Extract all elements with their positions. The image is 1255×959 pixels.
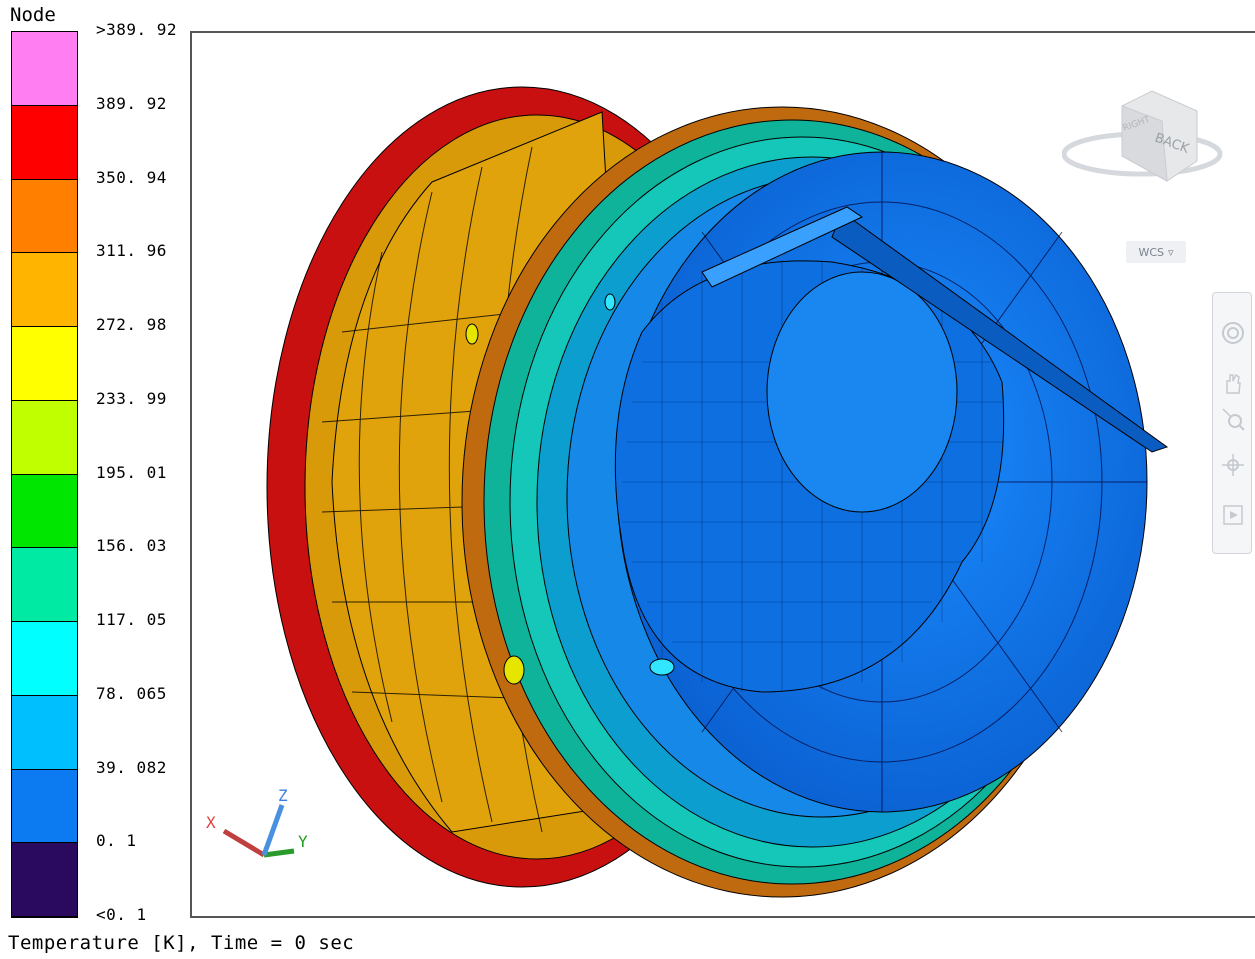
legend-label: 272. 98 (96, 315, 167, 334)
legend-label: 0. 1 (96, 831, 137, 851)
axis-triad: X Y Z (206, 786, 308, 858)
showmotion-icon[interactable] (1219, 501, 1247, 529)
legend-swatch (12, 400, 77, 475)
fem-model-render[interactable] (192, 33, 1255, 920)
legend-swatch (12, 253, 77, 327)
axis-z-label: Z (278, 786, 288, 805)
legend-swatch (12, 769, 77, 844)
legend-label: 350. 94 (96, 167, 167, 187)
legend-label: 389. 92 (96, 93, 167, 113)
wcs-menu-button[interactable]: WCS ▿ (1126, 241, 1186, 263)
legend-swatch (12, 622, 77, 696)
legend-label: 39. 082 (96, 757, 167, 777)
legend-swatch (12, 327, 77, 401)
legend-label: <0. 1 (96, 905, 147, 924)
navigation-bar[interactable] (1212, 292, 1252, 554)
chevron-down-icon: ▿ (1168, 245, 1174, 259)
model-viewport[interactable]: X Y Z (190, 31, 1255, 918)
legend-label: 195. 01 (96, 462, 167, 482)
legend-swatch (12, 695, 77, 770)
legend-swatch (12, 179, 77, 254)
result-caption: Temperature [K], Time = 0 sec (8, 932, 355, 954)
wcs-label: WCS (1138, 245, 1164, 259)
legend-swatch (12, 105, 77, 180)
legend-swatch (12, 548, 77, 622)
legend-swatch (12, 32, 77, 106)
legend-swatch (12, 843, 77, 917)
pan-icon[interactable] (1219, 369, 1247, 397)
orbit-icon[interactable] (1219, 451, 1247, 479)
color-legend-bar (11, 31, 78, 918)
legend-swatch (12, 474, 77, 549)
legend-label: 156. 03 (96, 536, 167, 556)
axis-x-label: X (206, 813, 216, 832)
steering-wheel-icon[interactable] (1219, 319, 1247, 347)
legend-label: 117. 05 (96, 610, 167, 629)
legend-label: 311. 96 (96, 241, 167, 261)
axis-y-label: Y (298, 832, 308, 851)
legend-label: 78. 065 (96, 683, 167, 703)
viewcube[interactable]: BACK RIGHT (1061, 86, 1232, 206)
legend-label: >389. 92 (96, 20, 178, 39)
legend-label: 233. 99 (96, 388, 167, 408)
zoom-icon[interactable] (1219, 405, 1247, 433)
legend-title: Node (10, 4, 56, 26)
